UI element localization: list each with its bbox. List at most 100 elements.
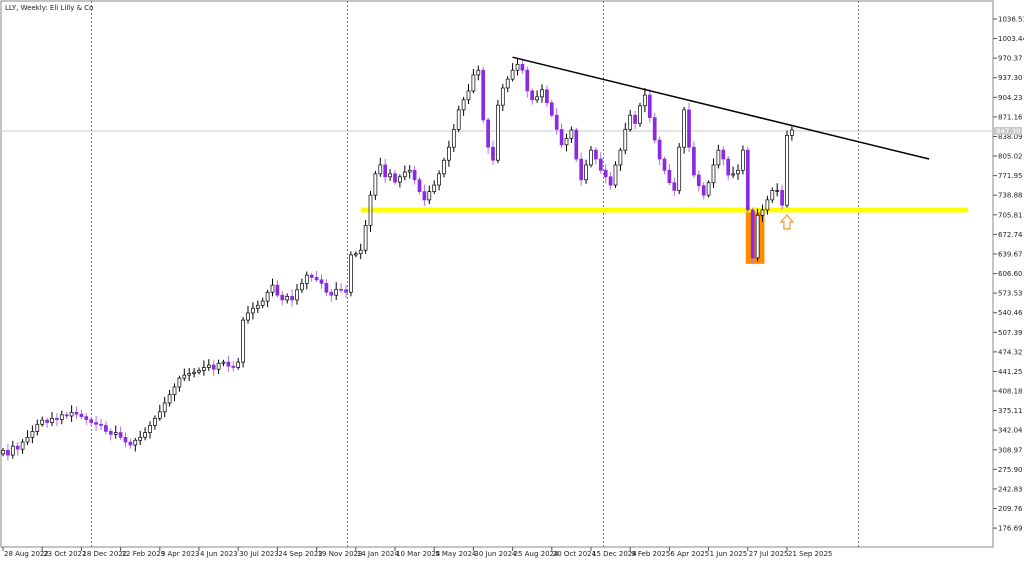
candle-bull — [775, 190, 780, 192]
candle-bull — [368, 194, 373, 226]
candle-bull — [148, 425, 152, 433]
current-price-label: 847.30 — [996, 128, 1021, 136]
candle-bull — [755, 214, 760, 259]
candle-bull — [172, 386, 177, 396]
candle-bear — [275, 284, 280, 296]
y-tick-label: 176.69 — [998, 525, 1023, 533]
candle-bull — [618, 149, 623, 166]
candle-bear — [574, 129, 579, 160]
candle-bear — [412, 169, 417, 181]
candle-bull — [628, 114, 633, 130]
chart-title: LLY, Weekly: Eli Lilly & Co — [5, 4, 94, 12]
candle-bear — [6, 449, 10, 456]
candle-bull — [162, 402, 167, 413]
candle-bull — [167, 394, 172, 404]
candle-bull — [138, 436, 143, 441]
candle-bear — [280, 294, 285, 301]
candle-bear — [74, 412, 79, 415]
candle-bear — [324, 283, 329, 293]
candle-bear — [745, 149, 750, 211]
y-tick-label: 209.76 — [998, 505, 1023, 513]
trendline — [512, 56, 930, 160]
candle-bull — [133, 439, 138, 446]
candle-bull — [456, 109, 461, 130]
candle-bull — [373, 173, 378, 196]
candle-bear — [89, 419, 94, 423]
x-tick-label: 24 Sep 2023 — [278, 550, 322, 558]
candle-bear — [290, 296, 294, 301]
candle-bear — [662, 158, 667, 171]
candle-bear — [594, 149, 598, 160]
candle-bear — [118, 432, 123, 438]
candle-bull — [10, 445, 15, 456]
candle-bull — [510, 69, 515, 80]
candle-bull — [177, 377, 182, 388]
y-tick-label: 1036.51 — [998, 16, 1024, 24]
x-tick-label: 23 Oct 2022 — [43, 550, 86, 558]
candle-bear — [687, 109, 691, 148]
candle-bear — [696, 174, 701, 187]
y-tick-label: 375.11 — [998, 407, 1023, 415]
candle-bull — [20, 441, 25, 450]
candle-bull — [785, 134, 789, 206]
candle-bull — [447, 146, 451, 161]
candle-bull — [255, 304, 260, 309]
candle-bull — [427, 191, 432, 201]
candle-bull — [643, 94, 647, 107]
candle-bull — [638, 105, 642, 124]
x-tick-label: 5 May 2024 — [435, 550, 477, 558]
candle-bull — [569, 129, 574, 139]
candle-bull — [505, 78, 510, 89]
x-tick-label: 18 Dec 2022 — [82, 550, 127, 558]
y-tick-label: 672.74 — [998, 231, 1023, 239]
candle-bull — [300, 283, 304, 291]
candle-bear — [393, 173, 397, 183]
y-tick-label: 771.95 — [998, 172, 1023, 180]
x-tick-label: 21 Sep 2025 — [788, 550, 832, 558]
candle-bull — [515, 63, 520, 71]
x-tick-label: 9 Feb 2025 — [631, 550, 670, 558]
x-tick-label: 30 Jun 2024 — [474, 550, 517, 558]
candle-bull — [677, 146, 682, 191]
candle-bear — [128, 441, 133, 446]
candle-bull — [1, 449, 5, 455]
candle-bear — [520, 63, 525, 71]
candle-bull — [265, 291, 270, 302]
candle-bull — [432, 184, 437, 192]
candle-bull — [564, 137, 569, 146]
candle-bear — [750, 209, 755, 259]
y-tick-label: 705.81 — [998, 211, 1023, 219]
candle-bear — [545, 89, 549, 104]
candle-bear — [598, 158, 603, 171]
candle-bull — [143, 432, 147, 438]
candle-bull — [471, 74, 476, 92]
candle-bull — [59, 414, 64, 420]
candle-bull — [221, 361, 226, 364]
x-tick-label: 10 Mar 2024 — [396, 550, 441, 558]
candle-bull — [770, 190, 775, 201]
candle-bull — [270, 284, 275, 293]
candle-bear — [123, 436, 128, 443]
candle-bear — [657, 139, 662, 160]
candle-bull — [623, 129, 628, 151]
candle-bull — [398, 176, 402, 183]
y-tick-label: 904.23 — [998, 94, 1023, 102]
candle-bull — [790, 129, 794, 136]
candle-bull — [113, 432, 118, 435]
x-tick-label: 9 Apr 2023 — [161, 550, 200, 558]
candle-bear — [319, 279, 324, 284]
x-tick-label: 1 Jun 2025 — [710, 550, 748, 558]
x-tick-label: 20 Oct 2024 — [553, 550, 597, 558]
candle-bull — [402, 171, 407, 178]
candle-bear — [780, 190, 784, 206]
candle-bull — [202, 367, 206, 371]
candle-bull — [187, 373, 192, 376]
candle-bear — [79, 413, 84, 417]
y-tick-label: 970.37 — [998, 55, 1023, 63]
candle-bull — [246, 312, 250, 321]
candle-bear — [554, 114, 559, 130]
candle-bull — [363, 224, 368, 251]
candle-bull — [25, 436, 30, 443]
candle-bear — [608, 176, 613, 186]
